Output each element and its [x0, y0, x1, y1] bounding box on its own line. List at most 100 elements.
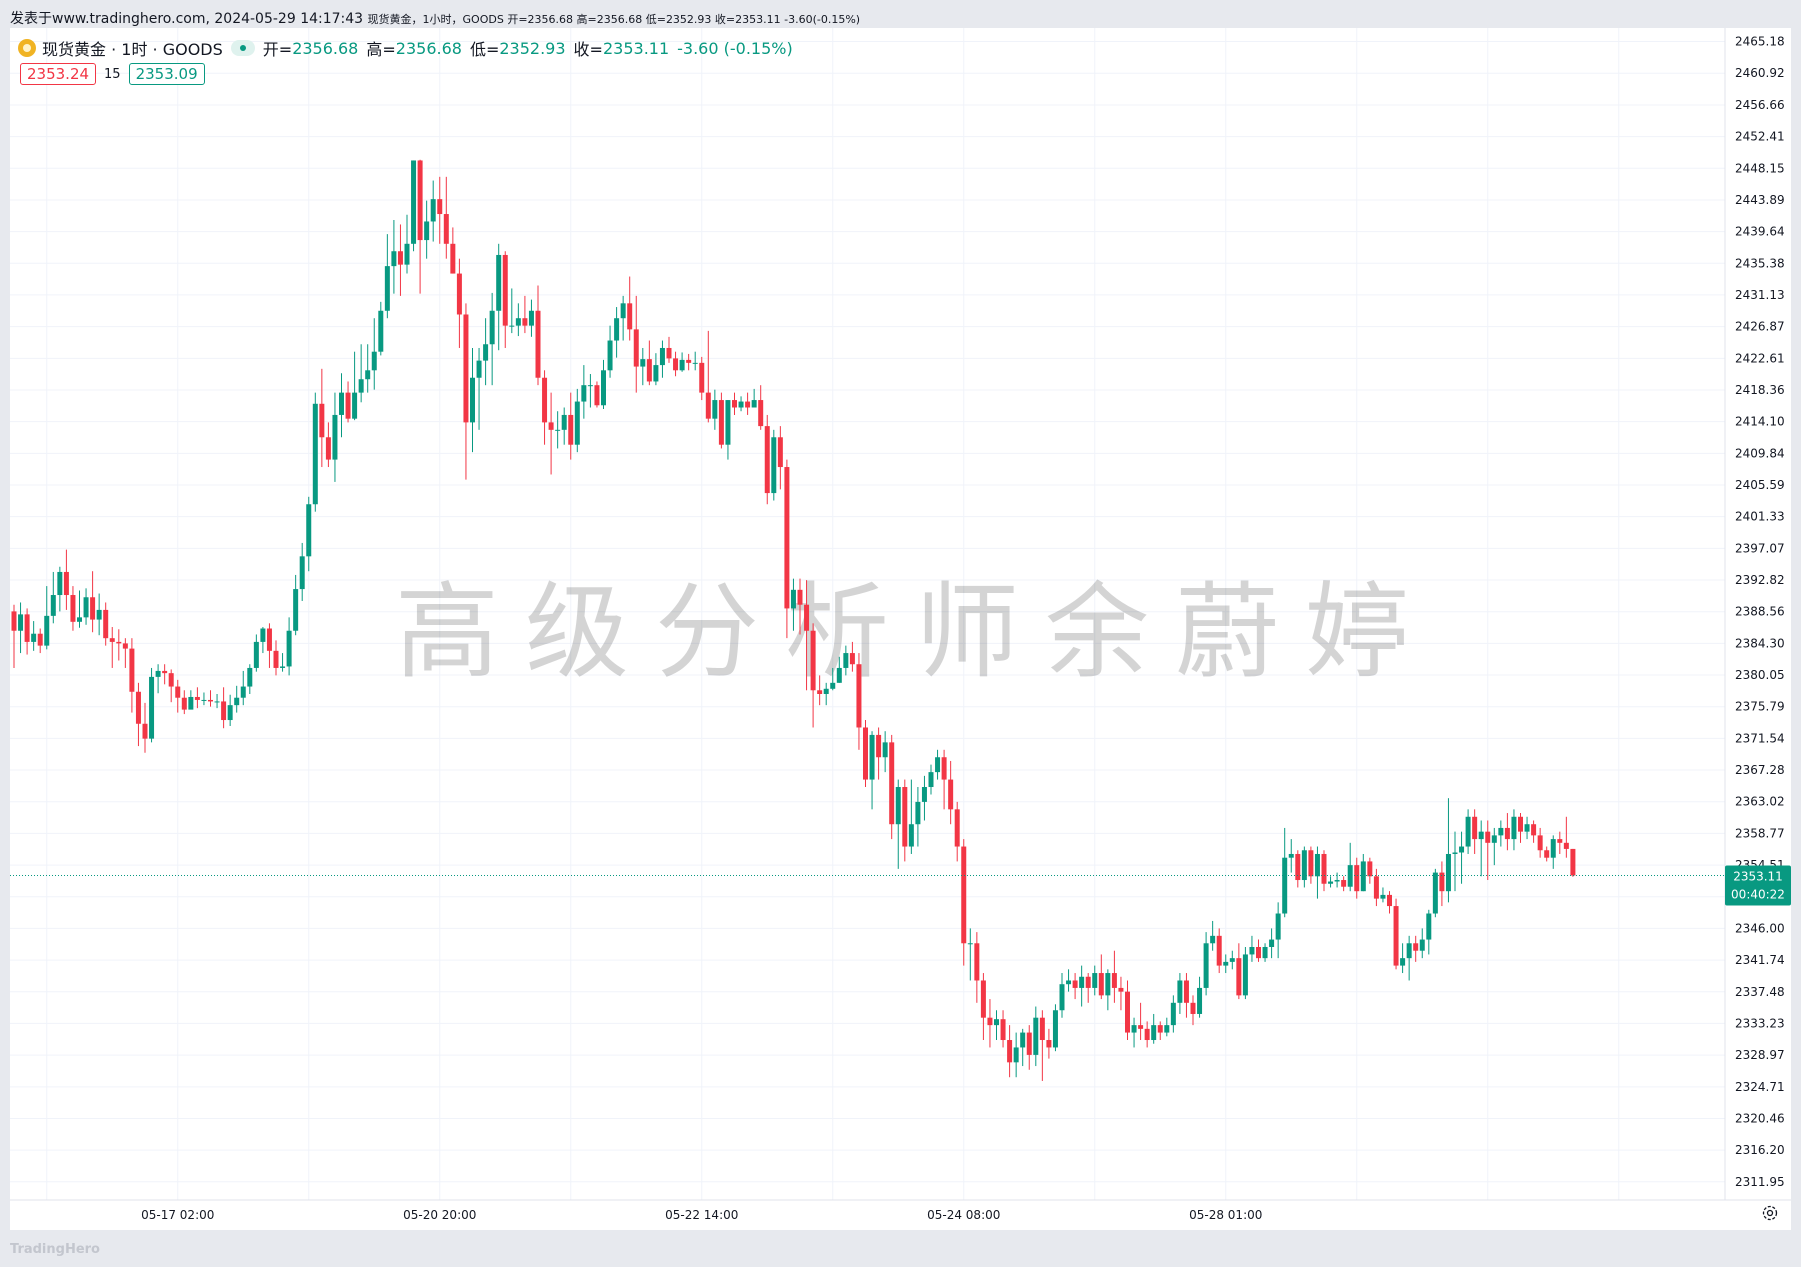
candle[interactable]: [1452, 831, 1458, 892]
candlestick-chart[interactable]: 高级分析师余蔚婷 2311.95 2316.20 2320.46 2324.71 232…: [10, 28, 1791, 1230]
candle[interactable]: [653, 353, 659, 386]
candle[interactable]: [456, 258, 462, 348]
candle[interactable]: [1413, 935, 1419, 962]
candle[interactable]: [587, 374, 593, 408]
candle[interactable]: [142, 702, 148, 753]
candle[interactable]: [1472, 809, 1478, 854]
candle[interactable]: [692, 351, 698, 371]
candle[interactable]: [149, 667, 155, 743]
candle[interactable]: [509, 288, 515, 334]
candle[interactable]: [109, 627, 115, 668]
candle[interactable]: [11, 604, 17, 668]
gear-icon[interactable]: [1761, 1204, 1779, 1222]
candle[interactable]: [882, 731, 888, 773]
candle[interactable]: [1157, 1021, 1163, 1041]
candle[interactable]: [915, 787, 921, 847]
candle[interactable]: [771, 429, 777, 501]
candle[interactable]: [437, 176, 443, 244]
candle[interactable]: [319, 368, 325, 468]
candle[interactable]: [483, 318, 489, 386]
candle[interactable]: [751, 388, 757, 408]
candle[interactable]: [856, 653, 862, 750]
candle[interactable]: [208, 690, 213, 707]
candle[interactable]: [201, 692, 207, 706]
candle[interactable]: [1098, 954, 1104, 1000]
candle[interactable]: [339, 373, 344, 438]
candle[interactable]: [1183, 973, 1189, 1018]
candle[interactable]: [908, 779, 914, 854]
candle[interactable]: [797, 578, 803, 635]
candle[interactable]: [876, 727, 882, 780]
candle[interactable]: [1518, 813, 1523, 843]
candle[interactable]: [116, 629, 122, 661]
candle[interactable]: [1328, 876, 1334, 888]
candle[interactable]: [1131, 1017, 1137, 1048]
candle[interactable]: [1498, 820, 1504, 847]
candle[interactable]: [312, 392, 318, 512]
candle[interactable]: [830, 667, 836, 691]
candle[interactable]: [286, 617, 292, 676]
candle[interactable]: [1111, 950, 1117, 1003]
candle[interactable]: [391, 219, 397, 294]
candle[interactable]: [948, 760, 954, 825]
candle[interactable]: [581, 365, 587, 419]
candle[interactable]: [640, 347, 646, 386]
candle[interactable]: [1400, 943, 1406, 974]
candle[interactable]: [345, 381, 351, 423]
candle[interactable]: [666, 336, 672, 363]
candle[interactable]: [135, 682, 141, 747]
candle[interactable]: [96, 593, 102, 636]
candle[interactable]: [1000, 1010, 1006, 1048]
candle[interactable]: [155, 664, 161, 694]
candle[interactable]: [1275, 902, 1281, 959]
candle[interactable]: [542, 370, 548, 445]
candle[interactable]: [1039, 1010, 1045, 1081]
candle[interactable]: [443, 176, 449, 259]
candle[interactable]: [614, 307, 620, 358]
candle[interactable]: [528, 299, 534, 337]
candle[interactable]: [568, 392, 574, 460]
candle[interactable]: [620, 295, 626, 341]
candle[interactable]: [332, 392, 338, 482]
candle[interactable]: [31, 621, 37, 651]
candle[interactable]: [463, 303, 469, 480]
candle[interactable]: [240, 670, 246, 706]
candle[interactable]: [1164, 1017, 1170, 1037]
candle[interactable]: [863, 720, 868, 788]
candle[interactable]: [1144, 1021, 1150, 1048]
candle[interactable]: [836, 656, 842, 683]
candle[interactable]: [1288, 839, 1294, 873]
candle[interactable]: [280, 653, 286, 672]
candle[interactable]: [221, 687, 227, 729]
candle[interactable]: [1544, 846, 1550, 862]
candle[interactable]: [561, 407, 567, 445]
candle[interactable]: [1557, 831, 1563, 854]
candle[interactable]: [273, 640, 279, 676]
candle[interactable]: [1491, 827, 1497, 866]
candle[interactable]: [594, 381, 600, 408]
candle[interactable]: [522, 295, 528, 334]
candle[interactable]: [496, 243, 502, 351]
candle[interactable]: [895, 779, 901, 869]
candle[interactable]: [18, 602, 24, 654]
candle[interactable]: [954, 801, 960, 862]
candle[interactable]: [994, 1010, 999, 1041]
candle[interactable]: [1013, 1032, 1019, 1078]
candle[interactable]: [1308, 846, 1314, 884]
candle[interactable]: [902, 779, 908, 862]
candle[interactable]: [790, 578, 796, 631]
candle[interactable]: [712, 389, 718, 430]
candle[interactable]: [181, 690, 187, 715]
candle[interactable]: [961, 839, 967, 966]
candle[interactable]: [1236, 943, 1242, 1000]
candle[interactable]: [1105, 969, 1111, 1011]
candle[interactable]: [928, 764, 934, 795]
chart-panel[interactable]: 高级分析师余蔚婷 2311.95 2316.20 2320.46 2324.71 232…: [10, 28, 1791, 1230]
candle[interactable]: [548, 392, 554, 475]
candle[interactable]: [1072, 973, 1078, 1000]
candle[interactable]: [705, 330, 711, 423]
candle[interactable]: [57, 566, 63, 612]
candle[interactable]: [90, 571, 96, 633]
candle[interactable]: [1295, 850, 1301, 888]
candle[interactable]: [352, 351, 358, 421]
